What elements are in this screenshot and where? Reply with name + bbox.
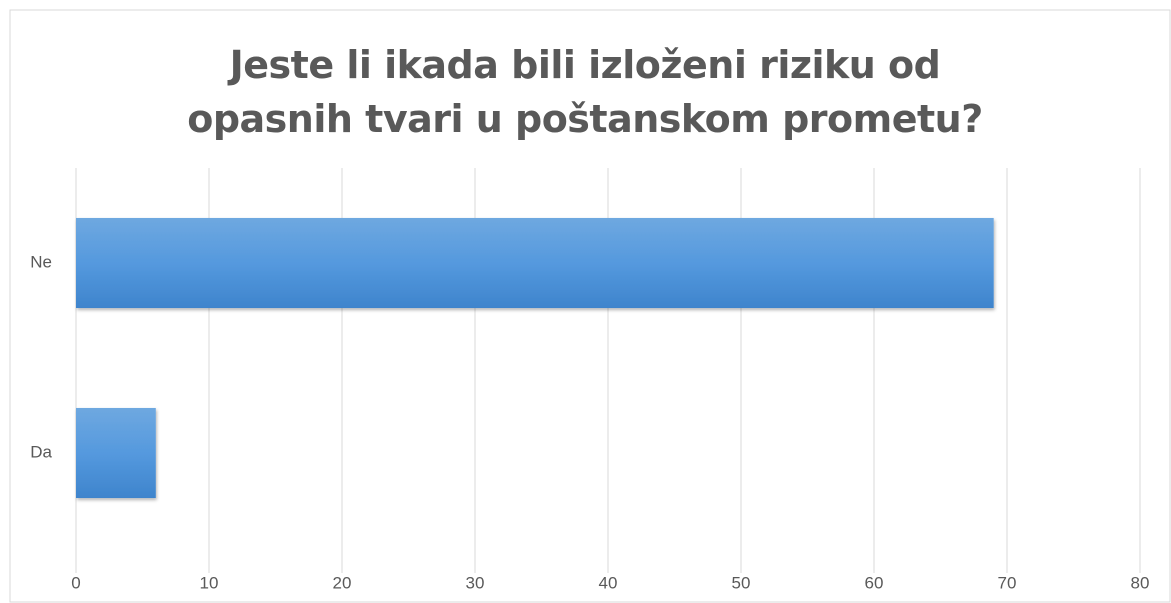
x-tick-label: 10 <box>200 573 219 592</box>
bar <box>76 407 156 499</box>
x-tick-label: 40 <box>599 573 618 592</box>
x-tick-label: 50 <box>732 573 751 592</box>
x-tick-label: 0 <box>71 573 80 592</box>
x-tick-label: 70 <box>998 573 1017 592</box>
x-tick-label: 30 <box>466 573 485 592</box>
x-tick-label: 20 <box>333 573 352 592</box>
y-tick-label: Da <box>30 442 52 461</box>
x-tick-label: 80 <box>1131 573 1150 592</box>
x-tick-label: 60 <box>865 573 884 592</box>
y-tick-label: Ne <box>30 252 52 271</box>
bar <box>76 217 994 309</box>
chart-title: Jeste li ikada bili izloženi riziku od o… <box>187 43 983 141</box>
